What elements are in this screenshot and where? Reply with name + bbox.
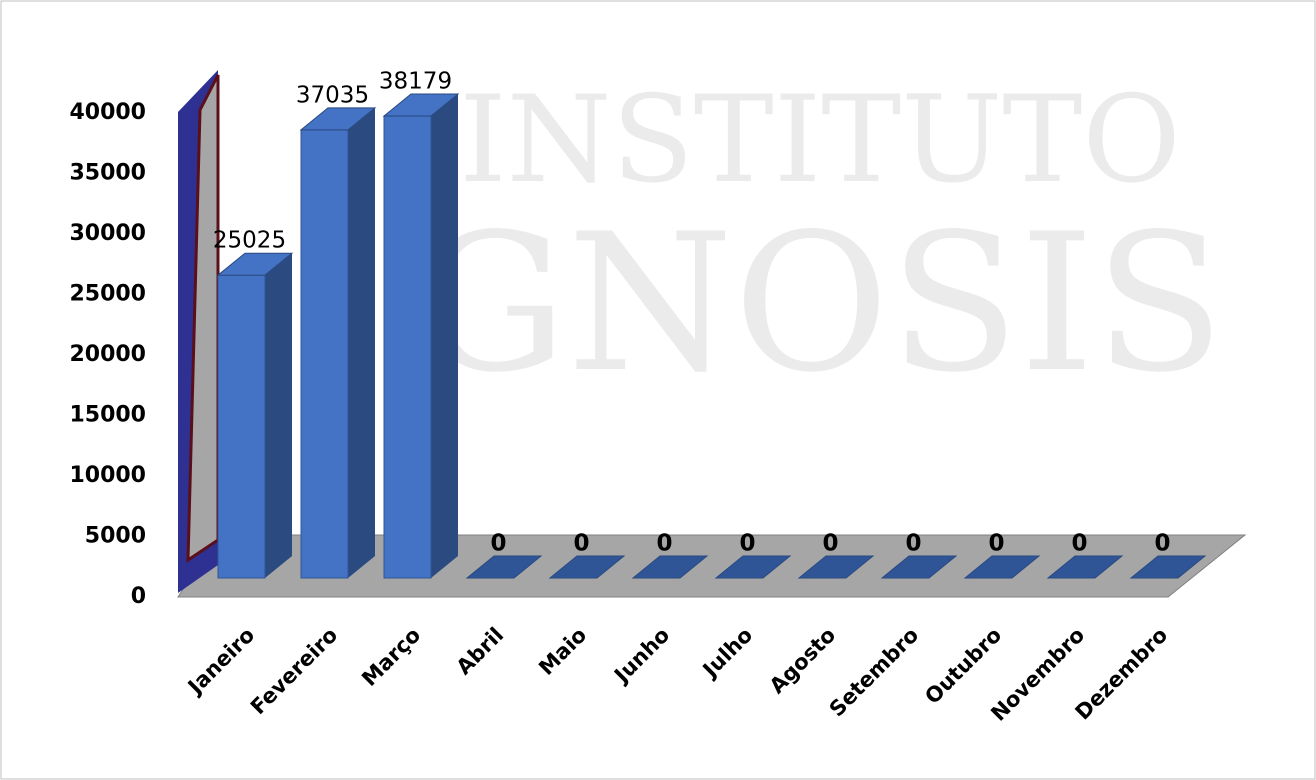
value-label: 0 [1154, 531, 1170, 557]
y-tick-label: 40000 [69, 100, 146, 125]
bar [299, 107, 377, 579]
value-label: 0 [822, 531, 838, 557]
value-label: 0 [988, 531, 1004, 557]
value-label: 0 [905, 531, 921, 557]
bar-face [382, 93, 460, 117]
bar-face [216, 252, 294, 276]
bar [548, 555, 626, 579]
watermark: INSTITUTO [459, 71, 1181, 210]
value-label: 0 [656, 531, 672, 557]
bar-face [631, 555, 709, 579]
bar-face [348, 107, 375, 579]
bar [714, 555, 792, 579]
bar-face [217, 274, 266, 579]
bar [1129, 555, 1207, 579]
bar [216, 252, 294, 579]
bar-face [1129, 555, 1207, 579]
bar [797, 555, 875, 579]
value-label: 37035 [296, 82, 369, 108]
bar-face [265, 253, 292, 578]
bar-face [1046, 555, 1124, 579]
bar-face [300, 129, 349, 579]
watermark: GNOSIS [415, 193, 1224, 414]
bar-face [963, 555, 1041, 579]
value-label: 0 [1071, 531, 1087, 557]
y-tick-label: 15000 [69, 403, 146, 428]
y-tick-label: 35000 [69, 161, 146, 186]
bar [880, 555, 958, 579]
y-tick-label: 5000 [85, 524, 146, 549]
bar-face [880, 555, 958, 579]
bar-face [548, 555, 626, 579]
y-tick-label: 0 [131, 584, 146, 609]
bar [631, 555, 709, 579]
y-tick-label: 10000 [69, 463, 146, 488]
value-label: 0 [739, 531, 755, 557]
value-label: 38179 [379, 69, 452, 95]
bar [963, 555, 1041, 579]
bar [1046, 555, 1124, 579]
value-label: 0 [573, 531, 589, 557]
bar-face [797, 555, 875, 579]
bar [382, 93, 460, 579]
value-label: 25025 [213, 228, 286, 254]
bar [465, 555, 543, 579]
bar-face [714, 555, 792, 579]
y-tick-label: 30000 [69, 221, 146, 246]
value-label: 0 [490, 531, 506, 557]
wall-decoration [186, 74, 220, 563]
y-tick-label: 25000 [69, 282, 146, 307]
bar-face [465, 555, 543, 579]
bar-face [383, 115, 432, 579]
y-tick-label: 20000 [69, 342, 146, 367]
bar-face [299, 107, 377, 131]
bar-face [431, 94, 458, 578]
